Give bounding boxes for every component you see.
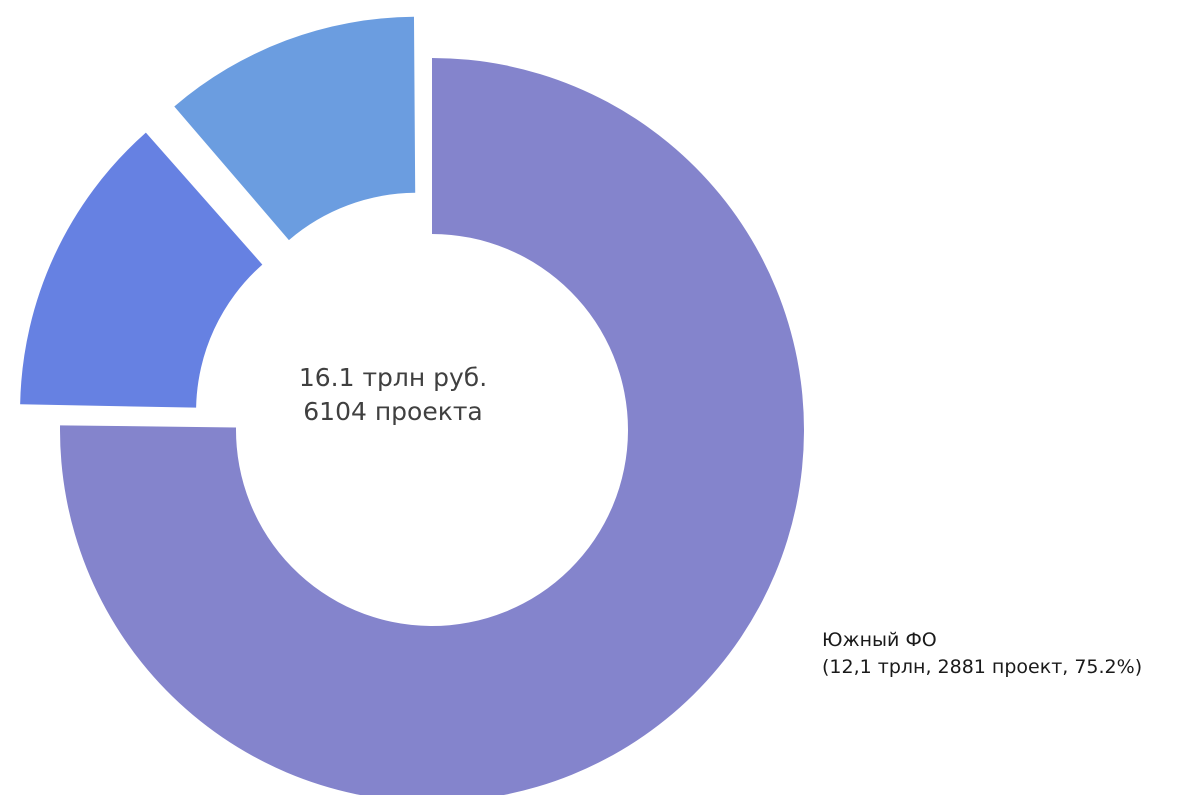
slice-label-southern-fo: Южный ФО xyxy=(822,629,937,651)
center-total-value: 16.1 трлн руб. xyxy=(298,363,488,392)
slice-southern-fo xyxy=(60,58,804,795)
slice-2 xyxy=(20,132,263,408)
slice-3 xyxy=(174,16,416,241)
center-project-count: 6104 проекта xyxy=(303,397,483,426)
slice-label-southern-fo-detail: (12,1 трлн, 2881 проект, 75.2%) xyxy=(822,656,1143,678)
